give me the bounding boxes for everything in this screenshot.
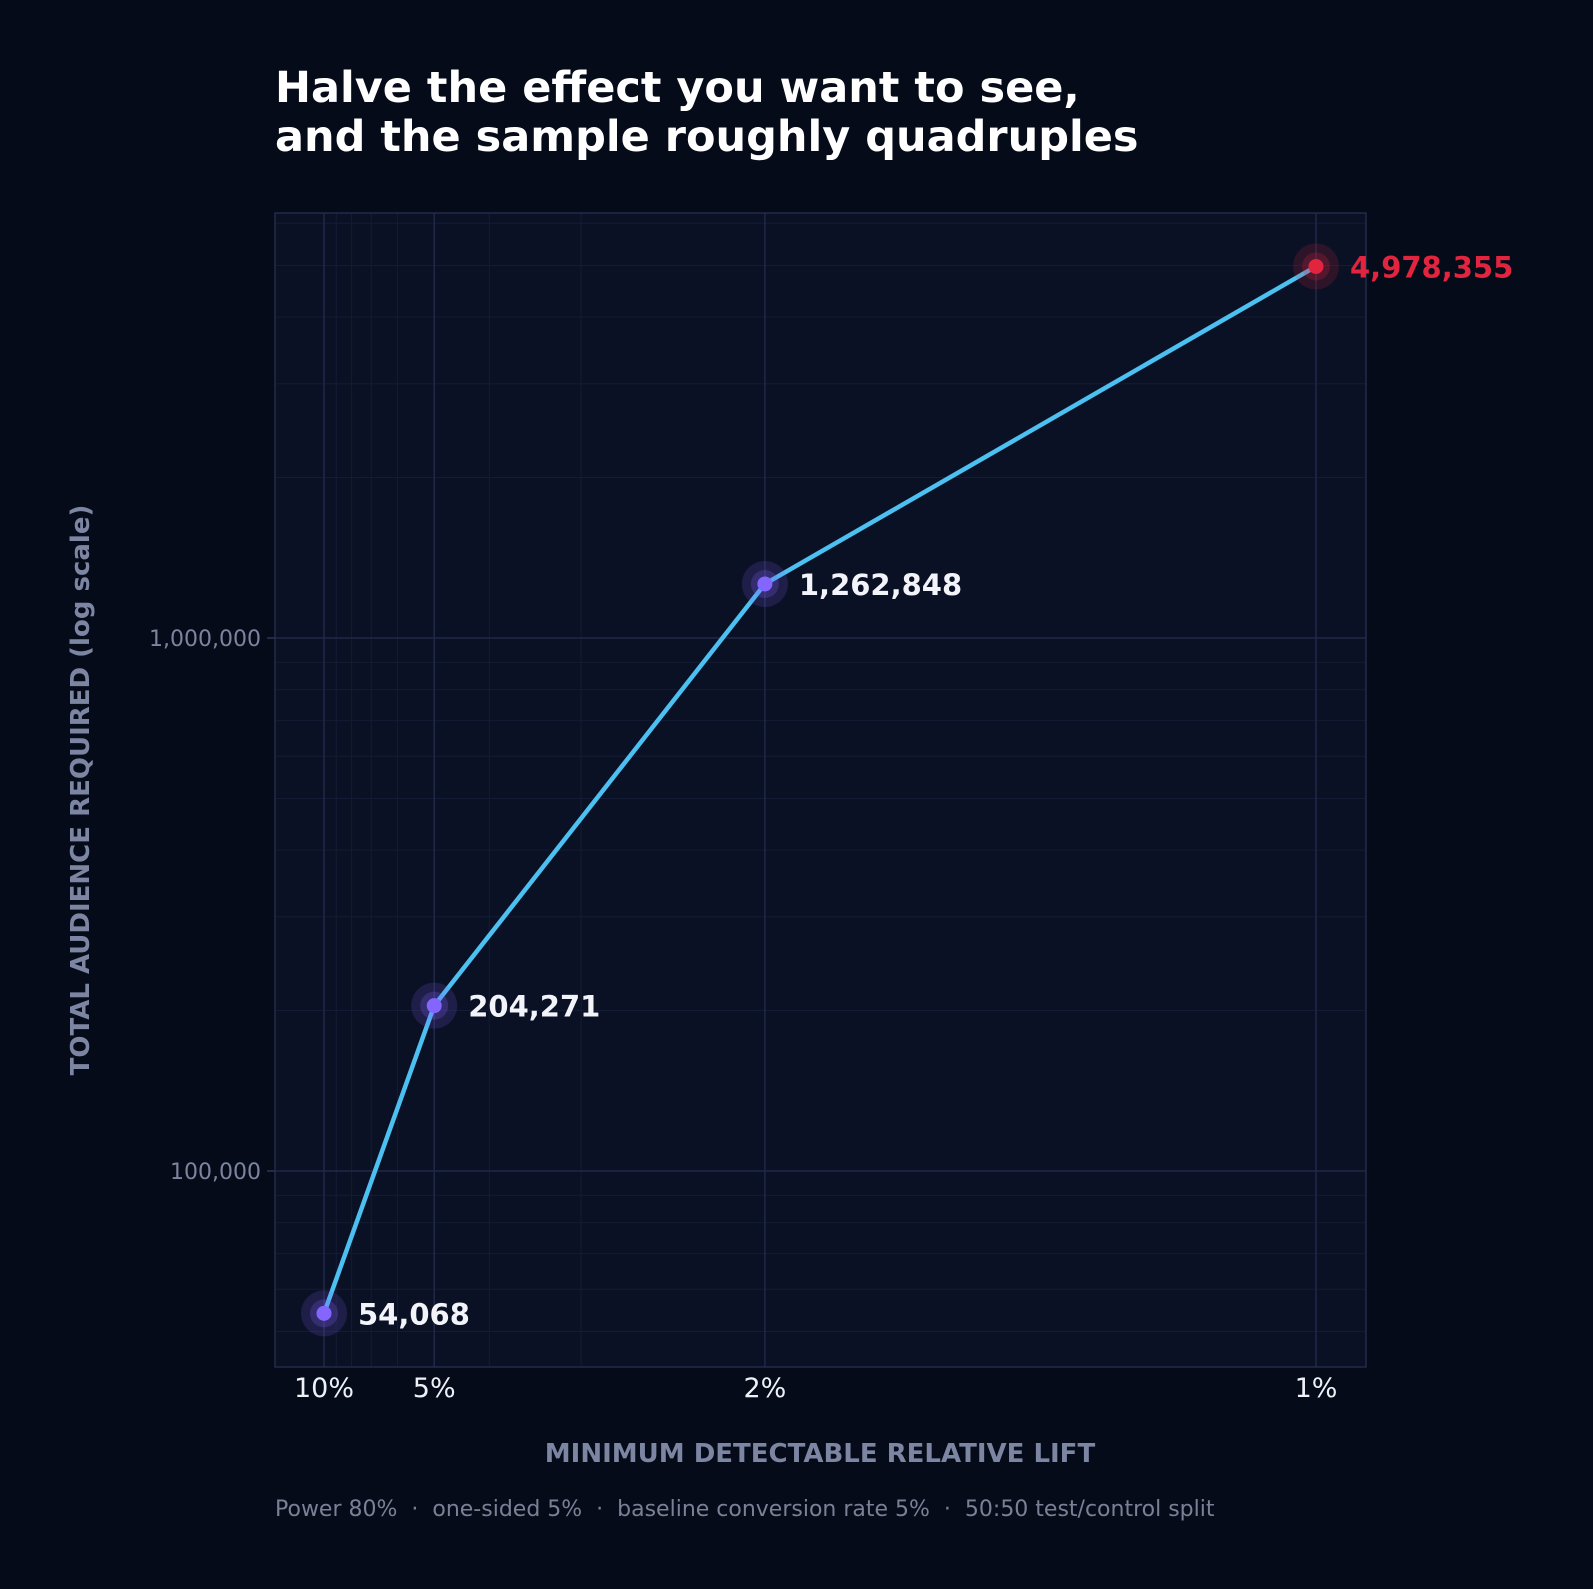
y-tick-label: 100,000 bbox=[170, 1160, 261, 1185]
data-label: 204,271 bbox=[468, 990, 600, 1024]
grid-minor bbox=[275, 213, 1366, 1367]
x-tick-label: 1% bbox=[1295, 1373, 1338, 1404]
series: 54,068 204,271 1,262,848 4,978,355 bbox=[301, 243, 1513, 1337]
series-line bbox=[321, 264, 1319, 1316]
data-point bbox=[757, 576, 773, 592]
data-point bbox=[426, 998, 442, 1014]
data-label: 4,978,355 bbox=[1350, 250, 1513, 284]
plot-area bbox=[275, 213, 1366, 1367]
x-tick-labels: 10% 5% 2% 1% bbox=[294, 1373, 1337, 1404]
x-axis-label: MINIMUM DETECTABLE RELATIVE LIFT bbox=[545, 1439, 1096, 1469]
x-tick-label: 10% bbox=[294, 1373, 354, 1404]
chart-title-line-2: and the sample roughly quadruples bbox=[275, 112, 1139, 162]
x-tick-label: 2% bbox=[743, 1373, 786, 1404]
plot-frame bbox=[274, 212, 1367, 1368]
data-point bbox=[316, 1305, 332, 1321]
y-tick-labels: 100,000 1,000,000 bbox=[149, 627, 275, 1185]
x-tick-label: 5% bbox=[413, 1373, 456, 1404]
data-label: 54,068 bbox=[358, 1297, 470, 1331]
data-point bbox=[1308, 258, 1324, 274]
chart-title-line-1: Halve the effect you want to see, bbox=[275, 63, 1080, 113]
y-tick-label: 1,000,000 bbox=[149, 627, 261, 652]
y-axis-label: TOTAL AUDIENCE REQUIRED (log scale) bbox=[66, 505, 96, 1076]
data-label: 1,262,848 bbox=[799, 568, 962, 602]
footnote: Power 80% · one-sided 5% · baseline conv… bbox=[275, 1497, 1215, 1522]
grid-major bbox=[275, 213, 1366, 1367]
